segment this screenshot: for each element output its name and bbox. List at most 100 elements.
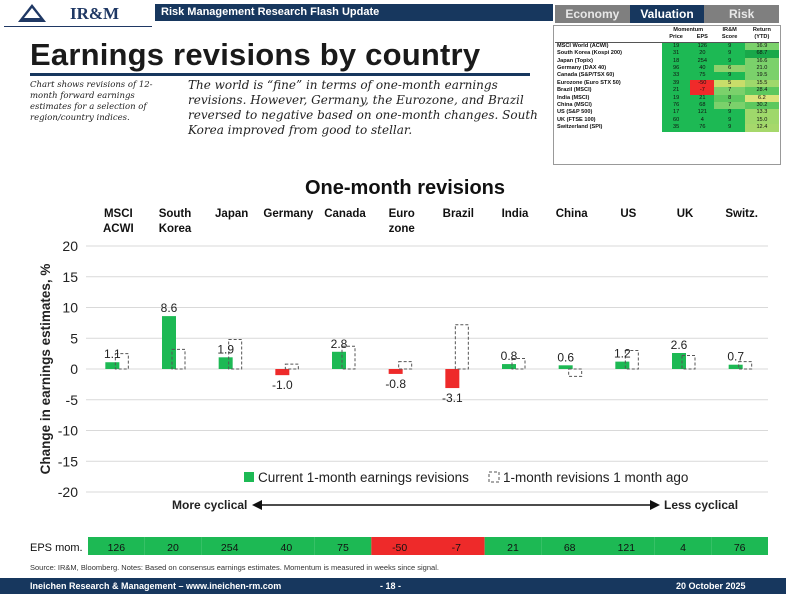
eps-cell (201, 537, 258, 555)
table-cell-price: 96 (661, 65, 691, 73)
data-label: 1.9 (217, 342, 234, 356)
source-note: Source: IR&M, Bloomberg. Notes: Based on… (30, 563, 439, 572)
bar-prior (228, 338, 243, 370)
eps-cell (541, 537, 598, 555)
data-label: 0.6 (557, 350, 574, 364)
table-cell-name: Canada (S&P/TSX 60) (557, 72, 615, 79)
table-group-irm: IR&M (722, 27, 737, 33)
chart-side-note: Chart shows revisions of 12-month forwar… (30, 80, 153, 123)
table-cell-score: 9 (714, 124, 745, 132)
tab-economy[interactable]: Economy (555, 5, 630, 23)
table-cell-eps: 76 (690, 124, 715, 132)
momentum-table: Momentum IR&M Return Price EPS Score (YT… (555, 27, 779, 132)
brand-mountain-icon (18, 4, 46, 22)
momentum-table-frame (553, 25, 781, 165)
legend-label-prior: 1-month revisions 1 month ago (503, 470, 688, 485)
y-tick-label: 20 (62, 238, 78, 254)
revisions-chart: One-month revisions 20 15 10 5 0 -5 -10 -15 -20 Ch… (30, 177, 768, 555)
category-label: ACWI (103, 223, 134, 235)
y-tick-label: 0 (70, 361, 78, 377)
table-cell-return: 19.5 (744, 72, 779, 80)
table-cell-eps: 126 (690, 41, 715, 51)
table-cell-return: 15.0 (744, 116, 779, 125)
category-label: Brazil (443, 208, 474, 220)
table-cell-score: 9 (714, 41, 745, 51)
brand-rule (4, 26, 152, 27)
bar-prior (511, 358, 526, 370)
bar-current (275, 369, 290, 376)
table-cell-return: 30.2 (744, 102, 779, 110)
table-cell-score: 5 (714, 79, 745, 88)
table-row: Canada (S&P/TSX 60) 33 75 9 19.5 (555, 72, 779, 80)
eps-cell (371, 537, 428, 555)
table-row: Japan (Topix) 18 254 9 16.6 (555, 57, 779, 66)
table-row: Eurozone (Euro STX 50) 39 -50 5 15.5 (555, 79, 779, 88)
page-title: Earnings revisions by country (30, 37, 481, 72)
table-cell-price: 19 (661, 94, 691, 103)
commentary-text: The world is “fine” in terms of one-mont… (188, 78, 538, 137)
table-group-return: Return (752, 27, 771, 33)
category-label: Japan (215, 208, 248, 220)
table-cell-price: 21 (661, 87, 691, 95)
table-row: South Korea (Kospi 200) 31 20 9 68.7 (555, 50, 779, 58)
table-cell-score: 8 (714, 94, 745, 103)
table-corner-2 (555, 34, 662, 42)
bar-prior (624, 350, 639, 370)
table-cell-eps: -7 (690, 87, 715, 95)
table-cell-name: Switzerland (SPI) (557, 124, 603, 131)
bar-prior (568, 368, 583, 377)
data-label: 0.7 (727, 350, 744, 364)
category-label: India (502, 208, 529, 220)
table-cell-score: 9 (714, 57, 745, 66)
category-label: MSCI (104, 208, 133, 220)
table-row: Germany (DAX 40) 96 40 6 21.0 (555, 65, 779, 73)
tab-risk[interactable]: Risk (704, 5, 780, 23)
brand-name: IR&M (70, 4, 120, 23)
table-cell-return: 16.9 (744, 41, 779, 51)
data-label: 2.6 (671, 338, 688, 352)
footer-publisher: Ineichen Research & Management – www.ine… (30, 581, 282, 591)
table-cell-name: South Korea (Kospi 200) (557, 50, 622, 57)
bar-prior (738, 361, 753, 370)
table-head-eps: EPS (696, 34, 708, 41)
eps-value: -50 (392, 542, 407, 554)
y-tick-label: 15 (62, 269, 78, 285)
table-cell-name: Brazil (MSCI) (557, 87, 592, 94)
bar-current (332, 351, 346, 369)
table-row: MSCI World (ACWI) 19 126 9 16.9 (555, 41, 779, 51)
data-label: -0.8 (385, 377, 406, 391)
table-head-price: Price (669, 34, 683, 41)
data-label: 2.8 (331, 337, 348, 351)
table-cell-return: 13.3 (744, 109, 779, 117)
bar-prior (454, 324, 469, 370)
eps-cell (428, 537, 485, 555)
table-cell-price: 35 (661, 124, 691, 132)
eps-value: 75 (337, 542, 349, 554)
bar-prior (681, 354, 696, 370)
table-cell-price: 17 (661, 109, 691, 117)
bar-prior (398, 361, 413, 370)
table-cell-return: 12.4 (744, 124, 779, 132)
table-cell-eps: 4 (690, 116, 715, 125)
table-cell-name: Eurozone (Euro STX 50) (557, 79, 621, 86)
table-cell-score: 7 (714, 87, 745, 95)
y-tick-label: -20 (58, 484, 78, 500)
table-cell-return: 28.4 (744, 87, 779, 95)
brand-logo (4, 2, 154, 26)
eps-value: 76 (734, 542, 746, 554)
table-cell-name: US (S&P 500) (557, 109, 593, 116)
table-cell-eps: 20 (690, 50, 715, 58)
bar-prior (114, 353, 129, 370)
table-row: India (MSCI) 19 21 8 6.2 (555, 94, 779, 103)
eps-cell (484, 537, 542, 555)
tab-valuation[interactable]: Valuation (629, 5, 705, 23)
table-cell-price: 60 (661, 116, 691, 125)
eps-value: 21 (507, 542, 519, 554)
legend-swatch-current (244, 472, 254, 482)
bar-current (162, 316, 176, 369)
y-tick-label: 5 (70, 330, 78, 346)
table-cell-eps: 254 (690, 57, 715, 66)
category-label: China (556, 208, 589, 220)
table-cell-score: 9 (714, 50, 745, 58)
data-label: 0.8 (501, 349, 518, 363)
